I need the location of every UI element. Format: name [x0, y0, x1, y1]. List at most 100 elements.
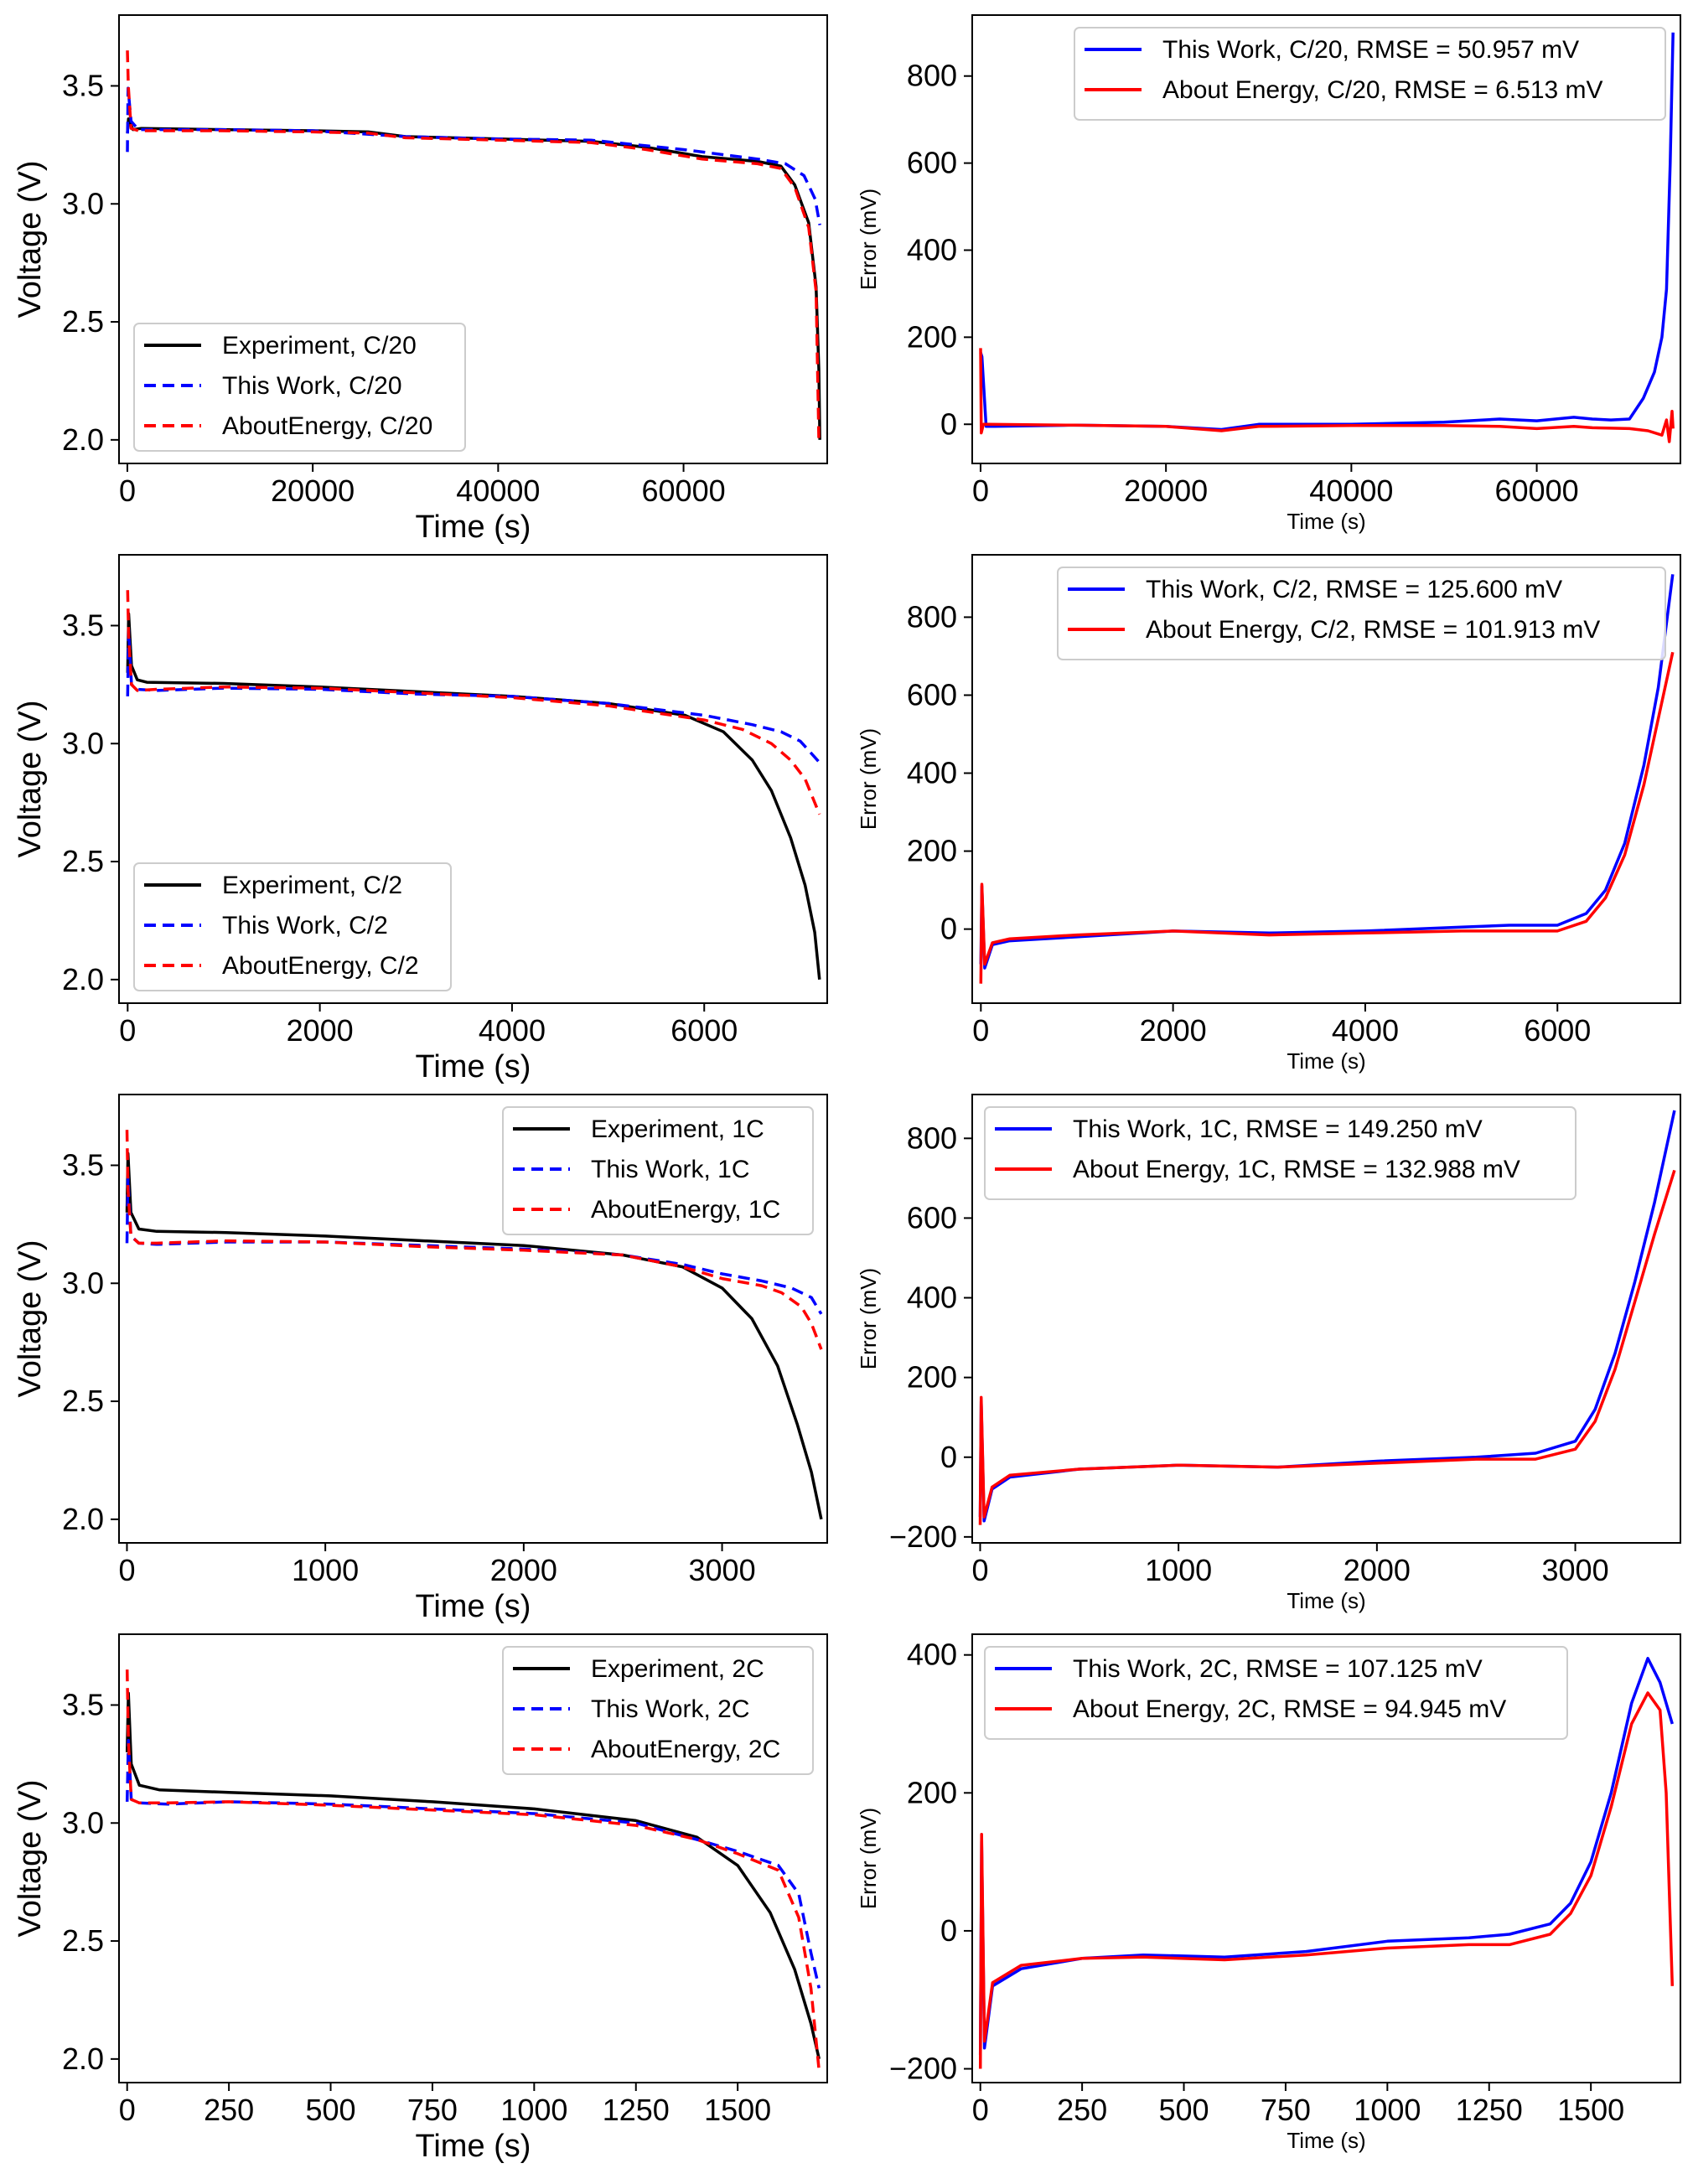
legend-entry-label: About Energy, 2C, RMSE = 94.945 mV — [1073, 1695, 1506, 1723]
legend-entry-label: About Energy, C/20, RMSE = 6.513 mV — [1162, 76, 1603, 104]
legend-entry-label: This Work, 1C — [591, 1156, 749, 1183]
x-tick-label: 4000 — [479, 1013, 546, 1048]
y-tick-label: 800 — [907, 599, 957, 634]
y-tick-label: 2.5 — [62, 1923, 104, 1958]
y-tick-label: 200 — [907, 319, 957, 354]
x-tick-label: 500 — [305, 2093, 355, 2127]
series-line-v-c2-2 — [126, 590, 821, 815]
panel-v-c2: 0 2000 4000 6000 2.0 2.5 3.0 3.5 Time (s) Voltage… — [13, 554, 828, 1084]
legend-box — [502, 1646, 814, 1775]
x-tick-label: 4000 — [1332, 1013, 1399, 1048]
x-tick-label: 0 — [119, 1013, 136, 1048]
x-tick-label: 2000 — [490, 1553, 557, 1587]
series-line-v-c2-0 — [126, 612, 821, 980]
y-tick-label: 0 — [940, 406, 957, 441]
y-tick-label: 600 — [907, 677, 957, 712]
x-axis-label: Time (s) — [416, 1589, 531, 1624]
legend-box — [984, 1106, 1577, 1200]
x-axis-label: Time (s) — [1287, 2128, 1365, 2153]
y-tick-label: 0 — [940, 1913, 957, 1948]
x-tick-label: 3000 — [689, 1553, 756, 1587]
series-line-v-2c-0 — [125, 1691, 821, 2060]
panel-v-2c: 0 250 500 750 1000 1250 1500 2.0 2.5 3.0 3.5 Time (… — [13, 1633, 828, 2164]
y-tick-label: 3.0 — [62, 726, 104, 760]
legend-box — [1074, 27, 1666, 121]
y-tick-label: 600 — [907, 146, 957, 180]
axes-frame — [118, 14, 828, 464]
y-tick-label: 2.0 — [62, 2042, 104, 2076]
y-axis-label: Error (mV) — [856, 189, 881, 290]
legend-entry-label: This Work, 2C, RMSE = 107.125 mV — [1073, 1655, 1483, 1683]
y-tick-label: 200 — [907, 834, 957, 868]
legend-entry-label: AboutEnergy, C/20 — [222, 412, 432, 440]
legend: This Work, C/2, RMSE = 125.600 mV About E… — [1057, 567, 1666, 660]
legend-entry-label: Experiment, C/2 — [222, 872, 402, 899]
x-tick-label: 60000 — [642, 474, 726, 508]
legend: Experiment, 1C This Work, 1C AboutEnergy, … — [502, 1106, 814, 1235]
y-tick-label: 0 — [940, 1440, 957, 1474]
legend-entry-label: This Work, C/2 — [222, 912, 388, 939]
y-tick-label: 2.5 — [62, 304, 104, 339]
axes-frame — [971, 1094, 1681, 1544]
x-tick-label: 0 — [119, 474, 136, 508]
x-tick-label: 2000 — [1140, 1013, 1207, 1048]
y-tick-label: 2.0 — [62, 422, 104, 457]
legend-entry-label: This Work, C/20 — [222, 372, 402, 400]
legend-entry-label: Experiment, 2C — [591, 1655, 764, 1683]
y-tick-label: 200 — [907, 1775, 957, 1809]
y-tick-label: 800 — [907, 1120, 957, 1155]
x-tick-label: 60000 — [1495, 474, 1579, 508]
y-tick-label: 400 — [907, 232, 957, 267]
x-tick-label: 750 — [407, 2093, 458, 2127]
x-tick-label: 250 — [1057, 2093, 1107, 2127]
legend-entry-label: This Work, 2C — [591, 1695, 749, 1723]
legend-entry-label: Experiment, C/20 — [222, 332, 417, 360]
x-tick-label: 1250 — [1456, 2093, 1523, 2127]
series-line-e-2c-1 — [978, 1691, 1675, 2069]
series-line-v-1c-2 — [125, 1130, 823, 1350]
panel-e-2c: 0 250 500 750 1000 1250 1500 −200 0 200 400 Time (s… — [856, 1633, 1681, 2153]
y-tick-label: 3.5 — [62, 1687, 104, 1721]
y-tick-label: 400 — [907, 756, 957, 790]
y-tick-label: −200 — [889, 1519, 957, 1554]
series-line-v-2c-2 — [125, 1669, 821, 2072]
y-tick-label: 3.5 — [62, 1147, 104, 1182]
series-line-v-1c-0 — [125, 1152, 823, 1520]
y-axis-label: Voltage (V) — [13, 161, 48, 318]
panel-e-c2: 0 2000 4000 6000 0 200 400 600 800 Time (s) Error … — [856, 554, 1681, 1074]
series-line-v-c2-1 — [126, 629, 821, 763]
x-tick-label: 1000 — [500, 2093, 567, 2127]
y-axis-label: Voltage (V) — [13, 1240, 48, 1398]
x-tick-label: 0 — [972, 474, 989, 508]
panel-e-1c: 0 1000 2000 3000 −200 0 200 400 600 800 Time (s) Er… — [856, 1094, 1681, 1613]
panel-v-1c: 0 1000 2000 3000 2.0 2.5 3.0 3.5 Time (s) Voltage… — [13, 1094, 828, 1624]
legend-entry-label: Experiment, 1C — [591, 1115, 764, 1143]
x-tick-label: 0 — [971, 1553, 988, 1587]
legend: This Work, 2C, RMSE = 107.125 mV About En… — [984, 1646, 1568, 1740]
y-tick-label: 3.0 — [62, 1805, 104, 1840]
legend-entry-label: About Energy, 1C, RMSE = 132.988 mV — [1073, 1156, 1520, 1183]
axes-frame — [971, 554, 1681, 1004]
x-tick-label: 40000 — [1309, 474, 1393, 508]
x-tick-label: 250 — [204, 2093, 254, 2127]
x-tick-label: 1000 — [292, 1553, 359, 1587]
y-tick-label: 2.5 — [62, 844, 104, 878]
y-tick-label: 200 — [907, 1360, 957, 1395]
y-axis-label: Voltage (V) — [13, 1780, 48, 1938]
y-tick-label: 3.0 — [62, 186, 104, 220]
legend: This Work, C/20, RMSE = 50.957 mV About E… — [1074, 27, 1666, 121]
x-axis-label: Time (s) — [1287, 1588, 1365, 1613]
y-tick-label: 3.5 — [62, 608, 104, 642]
axes-frame — [971, 14, 1681, 464]
x-tick-label: 3000 — [1542, 1553, 1609, 1587]
y-tick-label: 400 — [907, 1281, 957, 1315]
x-axis-label: Time (s) — [1287, 509, 1365, 534]
axes-frame — [971, 1633, 1681, 2083]
y-tick-label: 2.0 — [62, 1502, 104, 1536]
axes-frame — [118, 1094, 828, 1544]
x-tick-label: 1250 — [603, 2093, 670, 2127]
x-tick-label: 1000 — [1354, 2093, 1421, 2127]
series-line-e-c2-1 — [979, 651, 1675, 984]
legend-box — [984, 1646, 1568, 1740]
legend-entry-label: About Energy, C/2, RMSE = 101.913 mV — [1146, 616, 1600, 644]
